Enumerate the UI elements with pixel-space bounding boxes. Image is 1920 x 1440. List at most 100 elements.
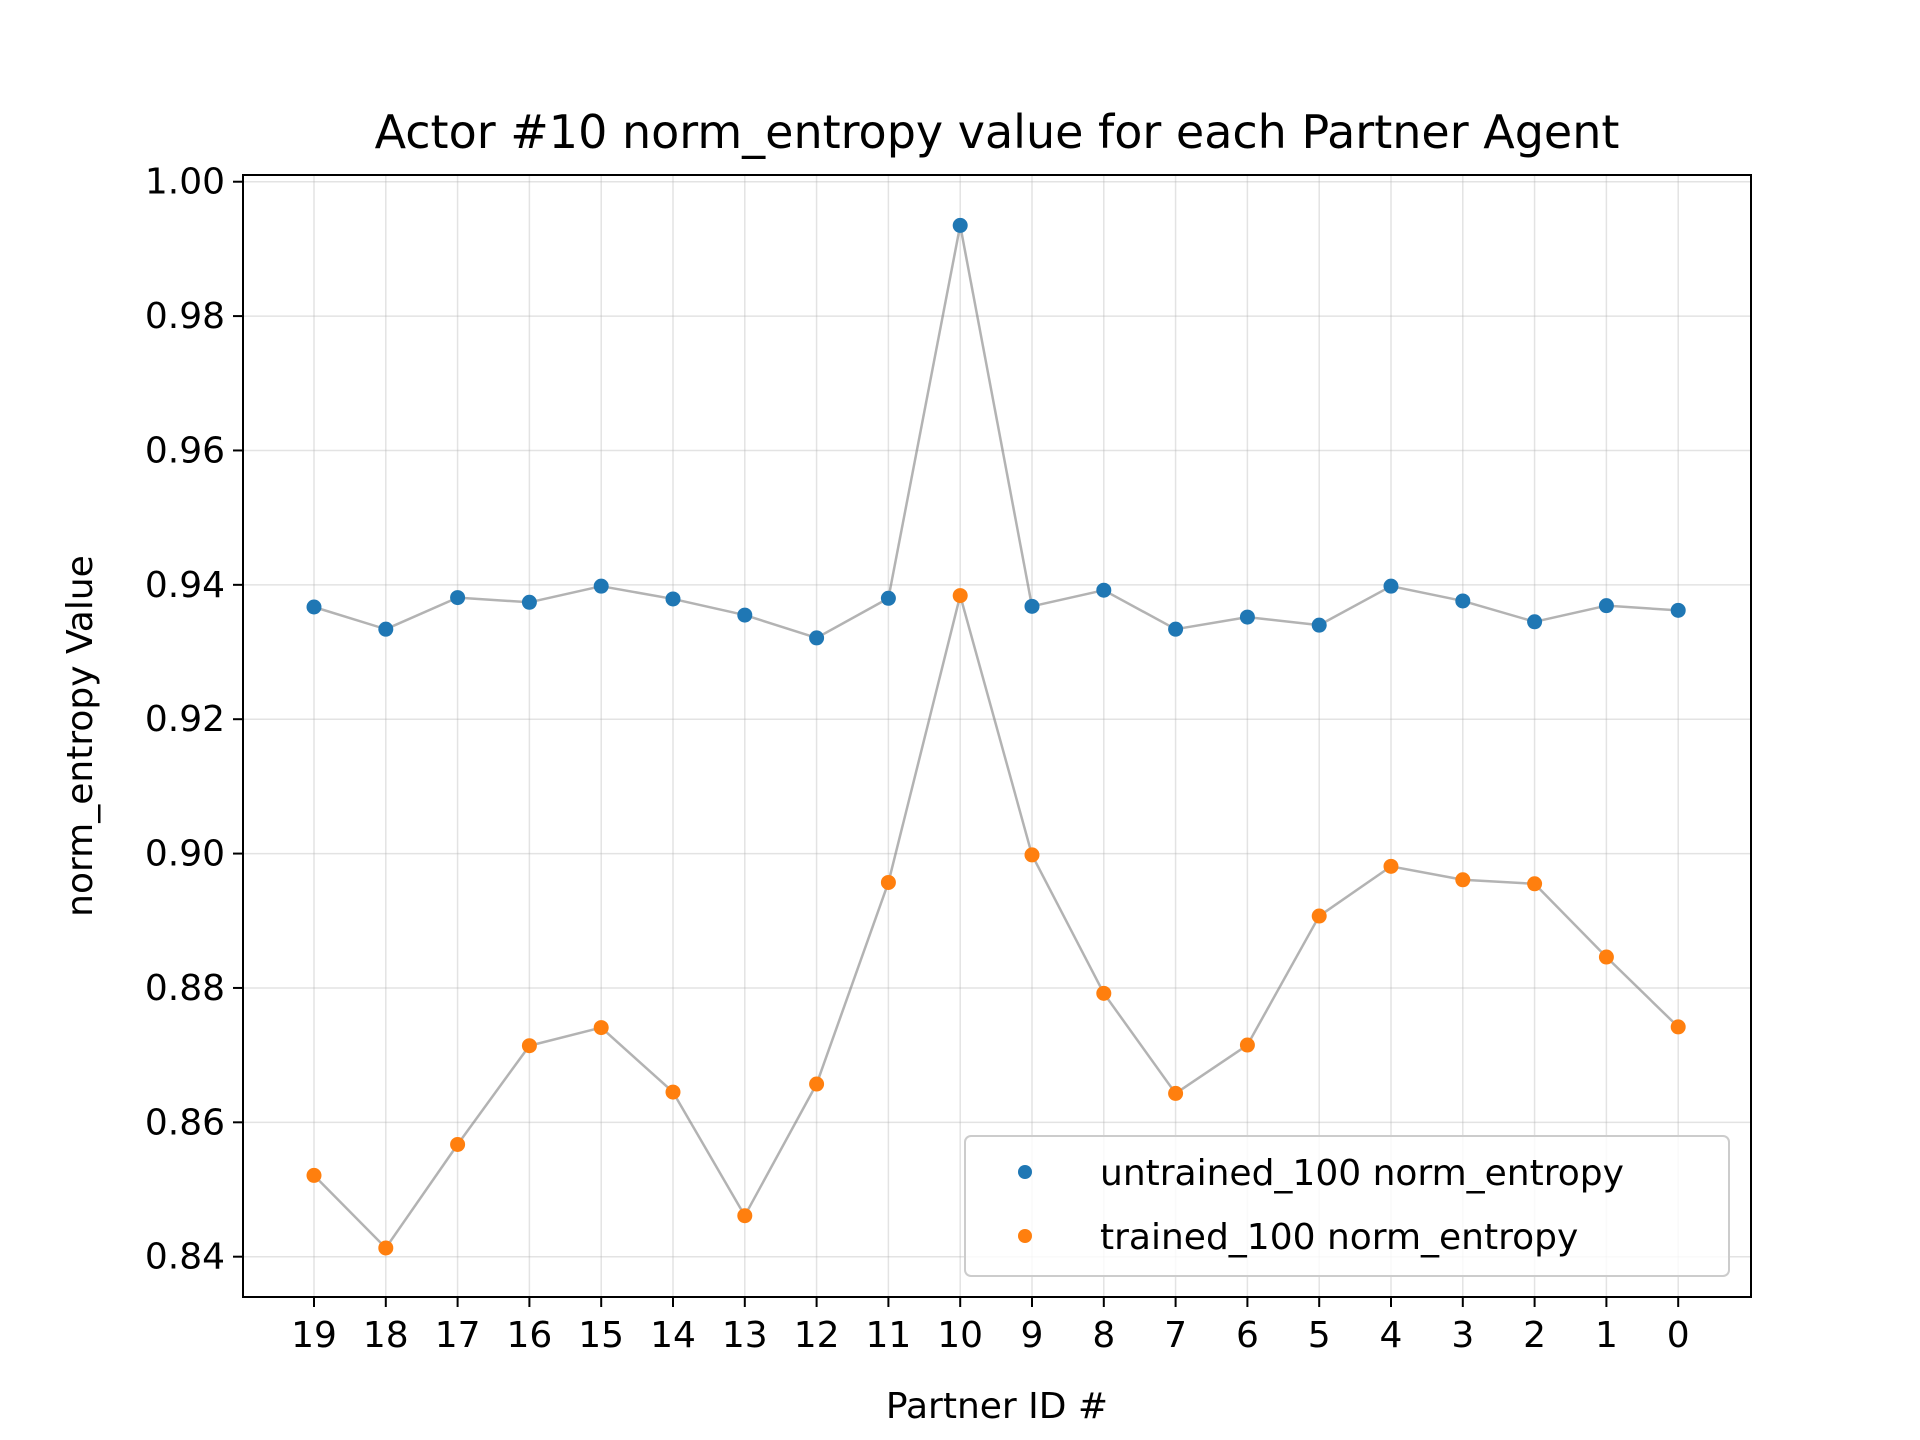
trained-point-1	[1598, 949, 1614, 965]
connector-segment-trained	[456, 1044, 531, 1146]
connector-segment-trained	[887, 595, 962, 883]
x-tick-label: 19	[291, 1315, 337, 1356]
y-tick-label: 1.00	[145, 162, 225, 203]
y-tick-label: 0.90	[145, 834, 225, 875]
legend-box	[964, 1135, 1730, 1277]
connector-segment-trained	[815, 882, 890, 1085]
untrained-point-17	[450, 590, 466, 606]
trained-point-12	[809, 1076, 825, 1092]
connector-segment-trained	[958, 595, 1034, 856]
connector-segment-untrained	[1318, 585, 1392, 627]
untrained-point-6	[1239, 609, 1255, 625]
connector-segment-untrained	[385, 596, 459, 631]
trained-point-0	[1670, 1019, 1686, 1035]
connector-segment-trained	[1246, 915, 1321, 1046]
connector-segment-untrained	[1462, 599, 1535, 623]
untrained-point-18	[378, 621, 394, 637]
x-axis-label: Partner ID #	[886, 1386, 1108, 1427]
trained-point-11	[880, 874, 896, 890]
connector-segment-untrained	[529, 584, 602, 604]
untrained-point-16	[521, 594, 537, 610]
connector-segment-untrained	[313, 605, 387, 631]
grid	[243, 175, 1751, 1297]
untrained-point-5	[1311, 617, 1327, 633]
y-tick-label: 0.98	[145, 296, 225, 337]
x-tick-label: 6	[1236, 1315, 1259, 1356]
untrained-point-14	[665, 591, 681, 607]
x-tick-label: 13	[722, 1315, 768, 1356]
connector-segment-trained	[529, 1026, 602, 1047]
connector-segment-trained	[1462, 878, 1535, 886]
legend-label-untrained: untrained_100 norm_entropy	[1100, 1153, 1624, 1194]
x-tick-label: 0	[1667, 1315, 1690, 1356]
connector-segment-untrained	[1247, 615, 1320, 627]
y-tick-label: 0.92	[145, 699, 225, 740]
connector-segment-untrained	[815, 597, 890, 640]
x-tick-label: 17	[435, 1315, 481, 1356]
untrained-point-0	[1670, 602, 1686, 618]
chart-title: Actor #10 norm_entropy value for each Pa…	[375, 105, 1620, 159]
connector-segment-untrained	[1390, 584, 1464, 603]
connector-segment-trained	[1030, 854, 1105, 994]
trained-point-8	[1096, 985, 1112, 1001]
untrained-point-2	[1527, 614, 1543, 630]
legend-marker-trained	[1018, 1229, 1032, 1243]
x-tick-label: 1	[1595, 1315, 1618, 1356]
y-tick-label: 0.86	[145, 1102, 225, 1143]
data-points	[306, 217, 1686, 1256]
untrained-point-13	[737, 607, 753, 623]
connector-segment-trained	[743, 1083, 818, 1217]
connector-segment-untrained	[1175, 615, 1248, 631]
untrained-point-12	[809, 630, 825, 646]
y-axis-label: norm_entropy Value	[60, 555, 101, 917]
connector-segment-untrained	[1606, 604, 1679, 612]
connector-segment-trained	[600, 1026, 674, 1094]
x-tick-label: 14	[650, 1315, 696, 1356]
connector-segment-untrained	[744, 613, 817, 640]
connector-segment-untrained	[600, 584, 674, 601]
y-tick-label: 0.94	[145, 565, 225, 606]
x-tick-label: 12	[794, 1315, 840, 1356]
trained-point-16	[521, 1038, 537, 1054]
connector-segment-untrained	[1031, 588, 1105, 608]
connector-segment-trained	[313, 1174, 387, 1249]
connector-segment-trained	[1533, 882, 1608, 958]
plot-frame	[242, 174, 1752, 1298]
connector-segment-trained	[1318, 865, 1392, 918]
legend-label-trained: trained_100 norm_entropy	[1100, 1217, 1578, 1258]
trained-point-10	[952, 588, 968, 604]
x-tick-label: 15	[578, 1315, 624, 1356]
x-tick-label: 18	[363, 1315, 409, 1356]
connector-segment-trained	[671, 1091, 746, 1217]
untrained-point-7	[1168, 621, 1184, 637]
untrained-point-19	[306, 599, 322, 615]
x-tick-label: 5	[1308, 1315, 1331, 1356]
x-tick-label: 2	[1523, 1315, 1546, 1356]
x-tick-label: 8	[1092, 1315, 1115, 1356]
y-tick-label: 0.96	[145, 430, 225, 471]
trained-point-4	[1383, 858, 1399, 874]
y-tick-label: 0.84	[145, 1237, 225, 1278]
trained-point-15	[593, 1020, 609, 1036]
connector-segment-untrained	[1103, 589, 1177, 631]
trained-point-18	[378, 1240, 394, 1256]
connector-segment-trained	[1174, 1044, 1249, 1095]
y-tick-label: 0.88	[145, 968, 225, 1009]
untrained-point-8	[1096, 582, 1112, 598]
x-axis-ticks: 19 18 17 16 15 14 13 12 11 10 9 8 7 6 5 4 3 2 1 0	[291, 1297, 1690, 1356]
x-tick-label: 7	[1164, 1315, 1187, 1356]
connector-segment-untrained	[887, 225, 962, 599]
connector-segment-untrained	[672, 597, 746, 617]
x-tick-label: 9	[1021, 1315, 1044, 1356]
connector-segment-trained	[1605, 956, 1680, 1028]
legend-marker-untrained	[1018, 1165, 1032, 1179]
untrained-point-4	[1383, 578, 1399, 594]
x-tick-label: 16	[506, 1315, 552, 1356]
x-tick-label: 11	[865, 1315, 911, 1356]
legend: untrained_100 norm_entropy trained_100 n…	[964, 1135, 1730, 1277]
trained-point-5	[1311, 908, 1327, 924]
trained-point-9	[1024, 847, 1040, 863]
trained-point-7	[1168, 1085, 1184, 1101]
trained-point-19	[306, 1167, 322, 1183]
connector-segment-trained	[1390, 865, 1464, 882]
